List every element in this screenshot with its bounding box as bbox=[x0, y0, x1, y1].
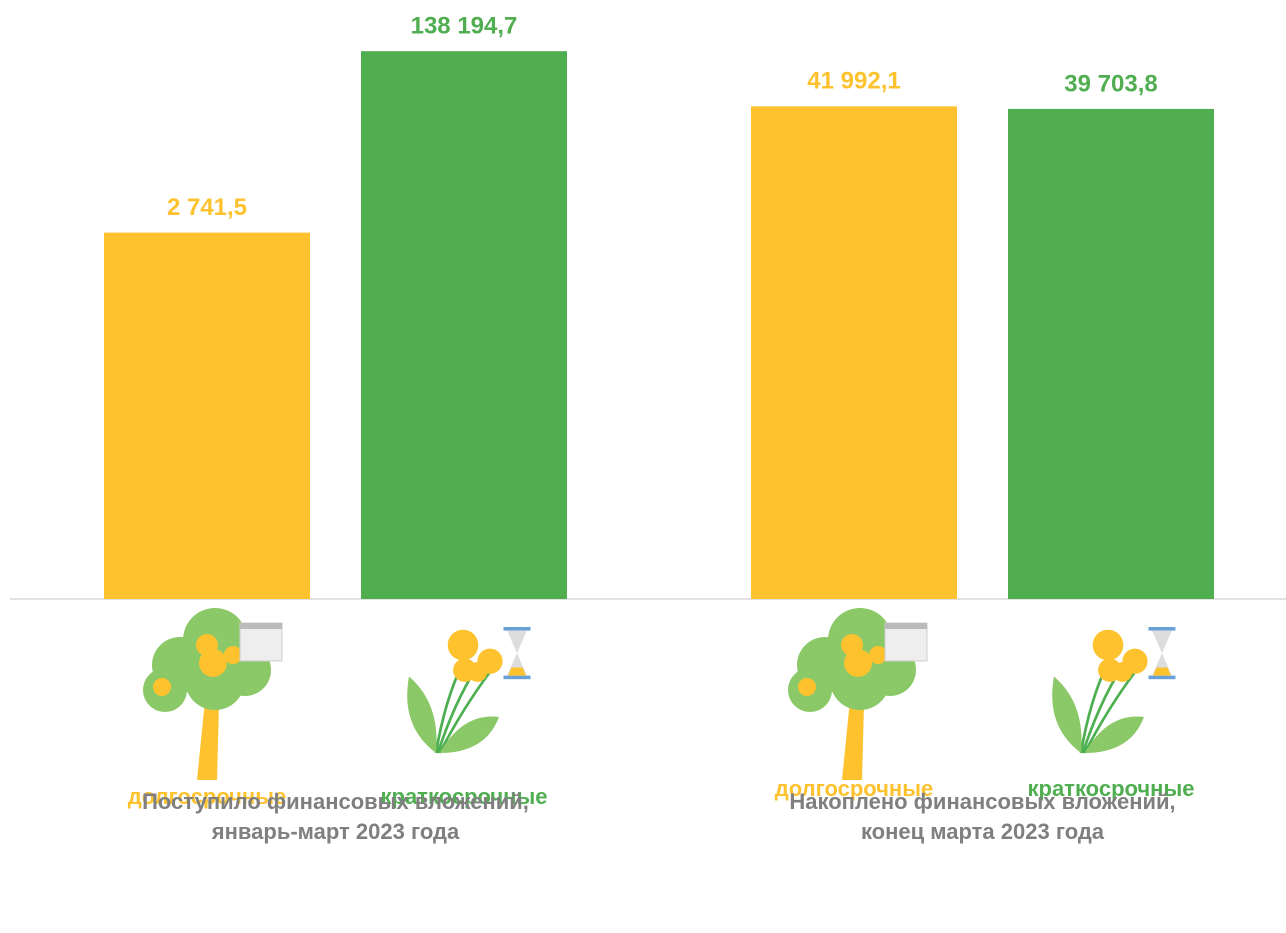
icon-flower bbox=[1052, 627, 1175, 753]
bar bbox=[104, 233, 310, 599]
value-label: 2 741,5 bbox=[167, 194, 247, 221]
value-label: 41 992,1 bbox=[807, 68, 900, 95]
group-title: конец марта 2023 года bbox=[861, 819, 1105, 844]
value-label: 138 194,7 bbox=[411, 13, 518, 40]
page: {"chart_data": {"type": "bar", "log_scal… bbox=[0, 0, 1286, 928]
group-title: Поступило финансовых вложений, bbox=[142, 789, 529, 814]
value-label: 39 703,8 bbox=[1064, 70, 1157, 97]
bar bbox=[1008, 109, 1214, 599]
icon-tree bbox=[788, 608, 927, 780]
icon-tree bbox=[143, 608, 282, 780]
group-title: Накоплено финансовых вложений, bbox=[789, 789, 1175, 814]
group-title: январь-март 2023 года bbox=[211, 819, 460, 844]
icon-flower bbox=[407, 627, 530, 753]
bar bbox=[361, 51, 567, 599]
chart: 2 741,5долгосрочные138 194,7краткосрочны… bbox=[0, 0, 1286, 928]
bar bbox=[751, 106, 957, 599]
